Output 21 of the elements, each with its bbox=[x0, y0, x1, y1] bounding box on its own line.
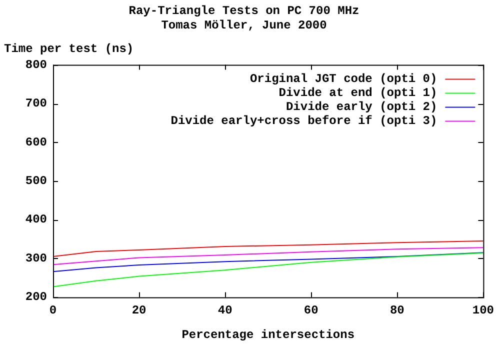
y-tick-label: 200 bbox=[25, 290, 47, 304]
x-tick-label: 60 bbox=[304, 303, 318, 318]
y-tick-label: 800 bbox=[25, 58, 47, 72]
legend-label: Divide at end (opti 1) bbox=[278, 86, 438, 100]
x-tick-label: 40 bbox=[218, 303, 232, 318]
x-tick-label: 100 bbox=[472, 303, 494, 318]
y-tick-label: 300 bbox=[25, 251, 47, 266]
legend-label: Original JGT code (opti 0) bbox=[250, 72, 438, 86]
y-tick-label: 700 bbox=[25, 96, 47, 111]
legend-label: Divide early+cross before if (opti 3) bbox=[170, 114, 438, 128]
legend-label: Divide early (opti 2) bbox=[286, 100, 438, 114]
y-tick-label: 500 bbox=[25, 174, 47, 188]
x-tick-label: 80 bbox=[390, 303, 404, 318]
chart-title: Ray-Triangle Tests on PC 700 MHz bbox=[128, 4, 360, 18]
y-tick-label: 600 bbox=[25, 135, 47, 150]
x-axis-title: Percentage intersections bbox=[182, 328, 355, 342]
x-tick-label: 0 bbox=[49, 303, 57, 318]
y-tick-label: 400 bbox=[25, 212, 47, 227]
chart-subtitle: Tomas Möller, June 2000 bbox=[161, 18, 327, 33]
y-axis-title: Time per test (ns) bbox=[4, 42, 134, 56]
x-tick-label: 20 bbox=[132, 303, 146, 318]
